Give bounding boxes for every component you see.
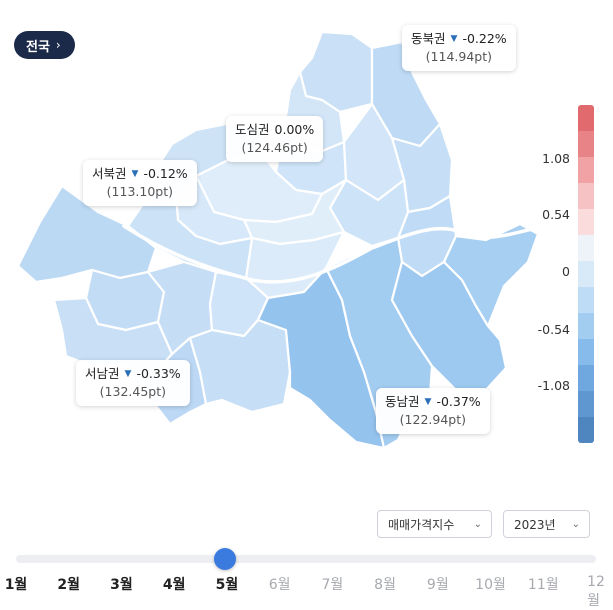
month-label[interactable]: 1월 <box>4 577 28 593</box>
legend-color-swatch <box>578 235 594 261</box>
month-slider-track[interactable] <box>16 555 596 563</box>
down-arrow-icon: ▼ <box>131 169 139 179</box>
legend-color-swatch <box>578 157 594 183</box>
legend-color-swatch <box>578 105 594 131</box>
region-name: 동남권 <box>385 394 420 409</box>
legend-color-swatch <box>578 417 594 443</box>
index-type-value: 매매가격지수 <box>388 517 455 532</box>
legend-color-swatch <box>578 261 594 287</box>
chevron-right-icon: › <box>55 38 61 52</box>
tooltip-seobuk: 서북권 ▼ -0.12% (113.10pt) <box>83 160 197 206</box>
region-change: -0.22% <box>462 31 507 46</box>
month-slider-handle[interactable] <box>214 548 236 570</box>
month-label[interactable]: 9월 <box>426 577 449 593</box>
region-change: -0.12% <box>143 166 188 181</box>
tooltip-dosim: 도심권 0.00% (124.46pt) <box>226 116 324 162</box>
region-index: (124.46pt) <box>241 140 308 155</box>
legend-color-swatch <box>578 365 594 391</box>
district-gwanak[interactable] <box>188 318 292 414</box>
region-index: (122.94pt) <box>399 412 466 427</box>
year-select[interactable]: 2023년 ⌄ <box>503 510 590 538</box>
legend-label: 0 <box>562 264 570 279</box>
region-name: 도심권 <box>235 122 270 137</box>
region-change: -0.33% <box>136 366 181 381</box>
legend-label: -1.08 <box>537 378 570 393</box>
region-index: (114.94pt) <box>425 49 492 64</box>
district-gangseo[interactable] <box>16 184 158 284</box>
month-label[interactable]: 12월 <box>587 574 605 609</box>
tooltip-dongnam: 동남권 ▼ -0.37% (122.94pt) <box>376 388 490 434</box>
month-label[interactable]: 3월 <box>110 577 133 593</box>
legend-label: 0.54 <box>542 207 570 222</box>
month-label[interactable]: 6월 <box>268 577 291 593</box>
legend-color-swatch <box>578 131 594 157</box>
legend-label: -0.54 <box>537 322 570 337</box>
down-arrow-icon: ▼ <box>124 369 132 379</box>
month-label[interactable]: 8월 <box>374 577 396 593</box>
region-name: 서남권 <box>85 366 120 381</box>
region-name: 동북권 <box>411 31 446 46</box>
chevron-down-icon: ⌄ <box>571 518 580 530</box>
region-name: 서북권 <box>92 166 127 181</box>
tooltip-seonam: 서남권 ▼ -0.33% (132.45pt) <box>76 360 190 406</box>
nation-button[interactable]: 전국 › <box>14 31 75 59</box>
legend-color-swatch <box>578 209 594 235</box>
month-label[interactable]: 4월 <box>162 577 186 593</box>
chevron-down-icon: ⌄ <box>473 518 482 530</box>
down-arrow-icon: ▼ <box>424 397 432 407</box>
color-legend-bar <box>578 105 594 443</box>
legend-color-swatch <box>578 313 594 339</box>
legend-color-swatch <box>578 391 594 417</box>
month-label[interactable]: 2월 <box>57 577 81 593</box>
year-value: 2023년 <box>514 517 556 532</box>
district-gangdong[interactable] <box>442 222 540 328</box>
index-type-select[interactable]: 매매가격지수 ⌄ <box>377 510 492 538</box>
down-arrow-icon: ▼ <box>450 34 458 44</box>
legend-color-swatch <box>578 287 594 313</box>
month-label[interactable]: 10월 <box>475 577 506 593</box>
region-change: -0.37% <box>436 394 481 409</box>
region-index: (132.45pt) <box>99 384 166 399</box>
legend-color-swatch <box>578 183 594 209</box>
legend-color-swatch <box>578 339 594 365</box>
month-label[interactable]: 7월 <box>321 577 344 593</box>
region-index: (113.10pt) <box>106 184 173 199</box>
nation-button-label: 전국 <box>26 39 50 55</box>
tooltip-dongbuk: 동북권 ▼ -0.22% (114.94pt) <box>402 25 516 71</box>
legend-label: 1.08 <box>542 151 570 166</box>
region-change: 0.00% <box>274 122 315 137</box>
month-label[interactable]: 5월 <box>215 577 239 593</box>
han-river <box>122 224 540 284</box>
month-label[interactable]: 11월 <box>527 577 559 593</box>
